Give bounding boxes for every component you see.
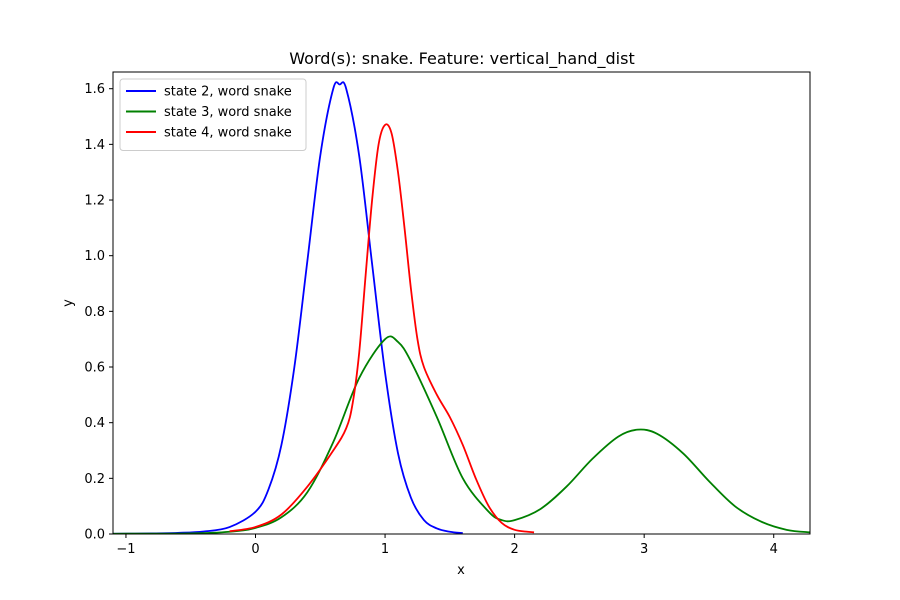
legend-item: state 3, word snake bbox=[126, 105, 292, 120]
legend-label: state 4, word snake bbox=[164, 126, 292, 141]
y-tick-label: 0.0 bbox=[84, 528, 105, 543]
x-tick-label: 3 bbox=[640, 542, 648, 557]
x-tick-label: −1 bbox=[116, 542, 135, 557]
y-tick-label: 1.2 bbox=[84, 194, 105, 209]
y-tick-label: 1.6 bbox=[84, 82, 105, 97]
x-axis: −1 0 1 2 3 4 bbox=[116, 534, 778, 557]
y-tick-label: 1.4 bbox=[84, 138, 105, 153]
series-line-4 bbox=[229, 123, 535, 534]
y-tick-label: 1.0 bbox=[84, 249, 105, 264]
y-axis: 0.0 0.2 0.4 0.6 0.8 1.0 1.2 1.4 1.6 bbox=[84, 82, 113, 543]
legend-label: state 2, word snake bbox=[164, 85, 292, 100]
x-tick-label: 1 bbox=[381, 542, 389, 557]
chart-title: Word(s): snake. Feature: vertical_hand_d… bbox=[289, 49, 634, 69]
y-tick-label: 0.8 bbox=[84, 305, 105, 320]
x-tick-label: 0 bbox=[251, 542, 259, 557]
legend-label: state 3, word snake bbox=[164, 105, 292, 120]
x-tick-label: 2 bbox=[510, 542, 518, 557]
legend-frame bbox=[119, 78, 307, 151]
plot-frame bbox=[112, 71, 811, 535]
legend-item: state 4, word snake bbox=[126, 126, 292, 141]
y-tick-label: 0.6 bbox=[84, 361, 105, 376]
series-line-2 bbox=[113, 81, 463, 534]
y-tick-label: 0.4 bbox=[84, 416, 105, 431]
series-layer bbox=[113, 81, 810, 534]
legend: state 2, word snake state 3, word snake st… bbox=[119, 78, 307, 151]
x-axis-label: x bbox=[457, 563, 465, 578]
series-line-3 bbox=[113, 335, 810, 534]
y-axis-label: y bbox=[61, 299, 76, 307]
legend-item: state 2, word snake bbox=[126, 85, 292, 100]
y-tick-label: 0.2 bbox=[84, 472, 105, 487]
x-tick-label: 4 bbox=[770, 542, 778, 557]
